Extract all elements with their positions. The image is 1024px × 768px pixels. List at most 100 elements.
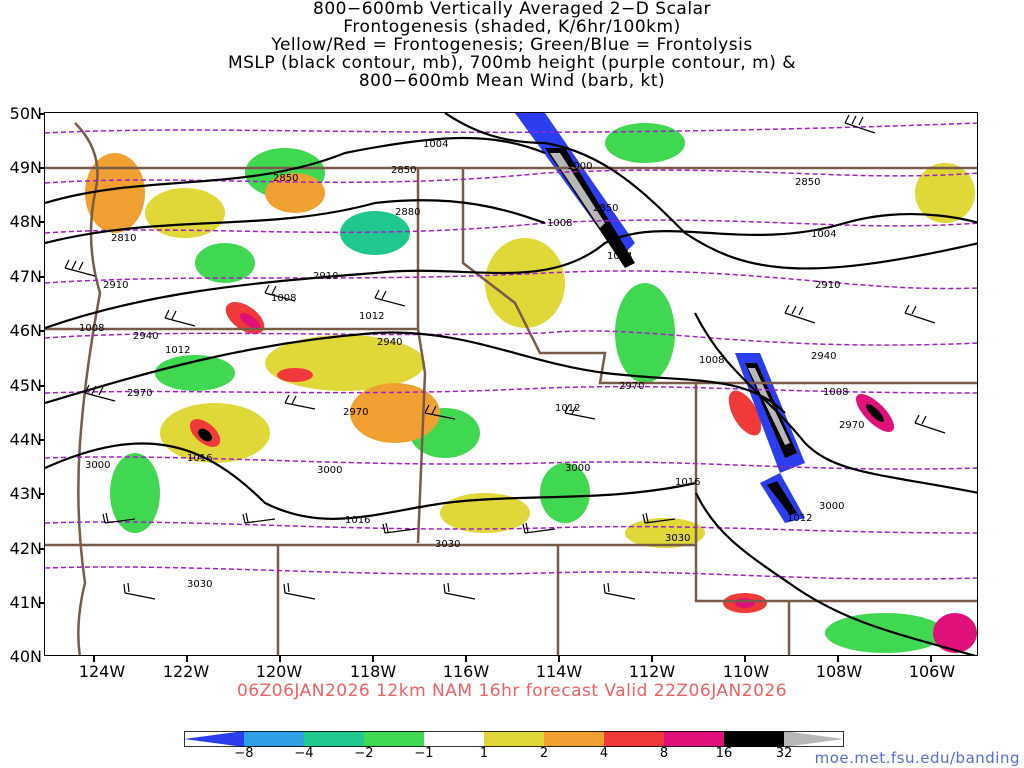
height-label: 2940: [133, 331, 158, 342]
height-label: 2850: [273, 173, 298, 184]
colorbar-swatch: [304, 731, 364, 747]
map-panel: 1004 1000 1008 1004 1008 1012 1012 1008 …: [44, 112, 978, 656]
wind-barb: [784, 304, 816, 324]
colorbar-label: −1: [414, 746, 434, 761]
lat-label-44n: 44N: [9, 430, 42, 449]
mslp-label: 1004: [423, 139, 448, 150]
colorbar-swatch: [424, 731, 484, 747]
mslp-label: 1016: [345, 515, 370, 526]
forecast-footer: 06Z06JAN2026 12km NAM 16hr forecast Vali…: [236, 681, 788, 701]
colorbar-label: 1: [479, 746, 489, 761]
height-label: 3000: [85, 460, 110, 471]
frontogenesis-area: [265, 173, 325, 213]
lat-label-43n: 43N: [9, 484, 42, 503]
lon-tick: [93, 656, 95, 662]
mslp-label: 1008: [547, 218, 572, 229]
colorbar-swatch: [724, 731, 784, 747]
lat-label-48n: 48N: [9, 212, 42, 231]
lat-label-50n: 50N: [9, 104, 42, 123]
height-label: 2850: [795, 177, 820, 188]
height-label: 2970: [343, 407, 368, 418]
colorbar-high-tip: [784, 731, 844, 747]
lon-label-122w: 122W: [162, 662, 210, 681]
frontolysis-area: [155, 355, 235, 391]
lon-tick: [651, 656, 653, 662]
mslp-label: 1004: [607, 251, 632, 262]
frontogenesis-area: [440, 493, 530, 533]
wind-barb: [914, 414, 946, 434]
id-mt-border: [461, 168, 696, 385]
wind-barb: [123, 582, 156, 600]
height-label: 2940: [811, 351, 836, 362]
lon-tick: [558, 656, 560, 662]
lon-label-118w: 118W: [349, 662, 397, 681]
wind-barb: [164, 309, 196, 327]
height-label: 2910: [103, 280, 128, 291]
source-credit: moe.met.fsu.edu/banding: [814, 749, 1020, 767]
lon-label-114w: 114W: [535, 662, 583, 681]
colorbar-swatch: [364, 731, 424, 747]
lat-label-47n: 47N: [9, 267, 42, 286]
mslp-contours: [45, 113, 977, 655]
height-label: 2970: [839, 420, 864, 431]
wind-barb: [283, 582, 316, 600]
lon-label-124w: 124W: [78, 662, 126, 681]
height-label: 3030: [435, 539, 460, 550]
lat-label-41n: 41N: [9, 593, 42, 612]
colorbar-label: −8: [234, 746, 254, 761]
lon-label-112w: 112W: [628, 662, 676, 681]
height-label: 2910: [815, 280, 840, 291]
colorbar-label: 16: [715, 746, 733, 761]
height-label: 3000: [565, 463, 590, 474]
lat-label-49n: 49N: [9, 158, 42, 177]
height-label: 2850: [391, 165, 416, 176]
lat-tick: [39, 548, 45, 550]
height-label: 2970: [127, 388, 152, 399]
mslp-label: 1000: [567, 161, 592, 172]
colorbar-swatch: [604, 731, 664, 747]
lon-tick: [744, 656, 746, 662]
frontogenesis-core: [198, 428, 212, 442]
colorbar-label: −4: [294, 746, 314, 761]
mslp-label: 1004: [811, 229, 836, 240]
mslp-label: 1008: [79, 323, 104, 334]
lat-tick: [39, 439, 45, 441]
mslp-label: 1008: [271, 293, 296, 304]
frontogenesis-area: [485, 238, 565, 328]
pacific-coast: [74, 122, 102, 655]
frontogenesis-area: [350, 383, 440, 443]
title-line-4: MSLP (black contour, mb), 700mb height (…: [227, 53, 797, 73]
mslp-label: 1008: [699, 355, 724, 366]
colorbar-label: −2: [354, 746, 374, 761]
wind-barb: [642, 512, 676, 524]
colorbar-label: 2: [539, 746, 549, 761]
colorbar-label: 8: [659, 746, 669, 761]
frontogenesis-area: [239, 312, 261, 330]
mslp-label: 1012: [787, 513, 812, 524]
frontogenesis-area: [728, 390, 762, 436]
lat-label-45n: 45N: [9, 376, 42, 395]
wind-barb: [564, 404, 596, 420]
lat-tick: [39, 167, 45, 169]
frontogenesis-area: [277, 368, 313, 382]
wind-barb: [844, 114, 876, 134]
wind-barbs: [64, 114, 946, 600]
colorbar-label: 32: [775, 746, 793, 761]
frontolysis-area: [110, 453, 160, 533]
lat-label-46n: 46N: [9, 321, 42, 340]
colorbar: [184, 731, 844, 747]
wind-barb: [424, 404, 456, 420]
frontolysis-area: [605, 123, 685, 163]
frontogenesis-core: [866, 404, 884, 422]
height-label: 3030: [665, 533, 690, 544]
wind-barb: [264, 284, 296, 302]
colorbar-swatch: [244, 731, 304, 747]
title-line-5: 800−600mb Mean Wind (barb, kt): [358, 71, 666, 91]
colorbar-low-tip: [184, 731, 244, 747]
frontogenesis-area: [85, 153, 145, 233]
colorbar-outline: [184, 731, 844, 747]
colorbar-swatch: [664, 731, 724, 747]
id-wy-ut-border: [694, 383, 789, 603]
lon-label-108w: 108W: [815, 662, 863, 681]
lat-tick: [39, 276, 45, 278]
